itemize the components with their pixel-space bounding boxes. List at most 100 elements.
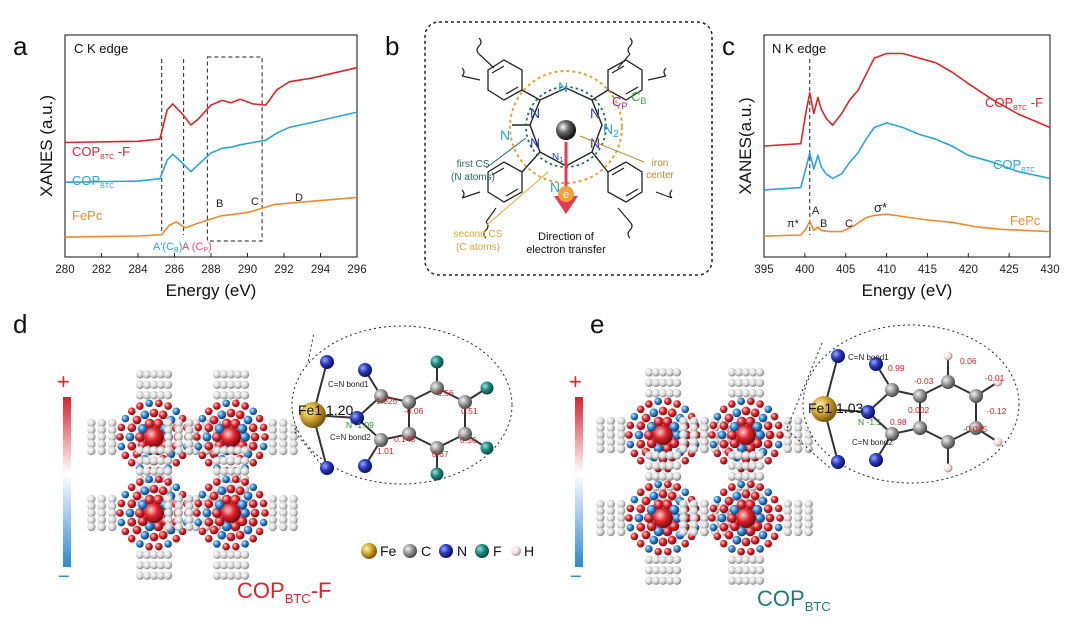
arm-atom — [233, 391, 243, 400]
ring-atom — [255, 527, 264, 536]
arm-atom — [185, 515, 194, 525]
ring-atom — [664, 480, 672, 489]
ring-atom — [646, 438, 657, 449]
ring-atom — [214, 516, 225, 527]
ring-atom — [261, 433, 269, 441]
arm-atom — [226, 370, 236, 379]
annotation-sigma: σ* — [874, 200, 887, 215]
ring-atom — [626, 440, 635, 449]
panel-c: c N K edge 395 400 405 410 415 420 425 430 Ener… — [722, 31, 1060, 300]
arm-atom — [727, 555, 737, 564]
arm-atom — [748, 566, 758, 575]
ring-atom — [209, 415, 219, 425]
annotation-a: A (CP) — [182, 241, 212, 254]
ring-atom — [217, 530, 227, 540]
n-label-west: N — [500, 127, 510, 143]
arm-atom — [617, 423, 626, 433]
ring-atom — [763, 439, 773, 449]
arm-atom — [596, 520, 605, 530]
arm-atom — [142, 550, 152, 559]
arm-atom — [748, 378, 758, 387]
arm-atom — [185, 418, 194, 428]
ring-atom — [121, 527, 130, 536]
ring-atom — [204, 423, 214, 433]
charge-d-7: 0.56 — [460, 435, 477, 445]
ring-atom — [763, 522, 773, 532]
center-atom — [653, 508, 673, 528]
arm-atom — [233, 561, 243, 570]
bond1-label-e: C=N bond1 — [848, 353, 889, 362]
ring-atom — [636, 504, 646, 514]
ring-atom — [127, 423, 137, 433]
arm-atom — [679, 437, 688, 447]
series-label-cop: COPBTC — [72, 173, 114, 190]
arm-atom — [606, 430, 615, 440]
arm-atom — [804, 506, 813, 516]
ring-atom — [764, 456, 773, 465]
arm-atom — [289, 432, 298, 442]
ring-atom — [198, 490, 207, 499]
arm-atom — [135, 456, 145, 465]
ring-atom — [636, 539, 645, 548]
arm-atom — [672, 378, 682, 387]
zoom-f-atom — [430, 467, 444, 481]
ring-atom — [727, 430, 737, 440]
arm-atom — [606, 444, 615, 454]
ring-atom — [140, 530, 150, 540]
ring-atom — [667, 491, 677, 501]
electron-icon — [558, 186, 574, 202]
ring-atom — [116, 509, 124, 517]
arm-atom — [142, 571, 152, 580]
series-label-cop-c: COPBTC — [993, 157, 1035, 174]
zoom-structure-d — [300, 355, 494, 481]
arm-atom — [156, 561, 166, 570]
legend-n: N — [457, 543, 467, 559]
edge-label-c: N K edge — [772, 41, 826, 56]
x-tick-label: 286 — [165, 264, 184, 276]
ring-atom — [259, 499, 268, 508]
center-atom — [736, 425, 756, 445]
ring-atom — [747, 547, 755, 556]
zoom-c-atom — [885, 427, 899, 441]
ring-atom — [728, 545, 736, 553]
ring-atom — [752, 438, 763, 449]
ring-atom — [261, 509, 269, 517]
ring-atom — [729, 438, 740, 449]
ring-atom — [737, 397, 745, 406]
ring-atom — [135, 432, 145, 442]
ring-atom — [752, 504, 763, 515]
ring-atom — [125, 432, 135, 442]
x-tick-label: 425 — [1000, 264, 1019, 276]
ring-atom — [209, 491, 219, 501]
ring-atom — [672, 513, 682, 523]
ring-atom — [249, 458, 258, 467]
arm-atom — [233, 380, 243, 389]
porphyrin-unit-d-4 — [164, 446, 298, 580]
ring-atom — [626, 504, 635, 513]
zoom-h-atom — [943, 351, 953, 361]
arm-atom — [279, 425, 288, 435]
ring-atom — [708, 431, 716, 439]
ring-atom — [212, 432, 222, 442]
arm-atom — [734, 555, 744, 564]
n-label-nw: N — [530, 105, 540, 121]
arm-atom — [279, 418, 288, 428]
arm-atom — [727, 566, 737, 575]
arm-atom — [734, 389, 744, 398]
arm-atom — [596, 430, 605, 440]
n-charge-e: N -1.1 — [858, 417, 881, 427]
arm-atom — [651, 378, 661, 387]
ring-atom — [755, 430, 765, 440]
arm-atom — [156, 380, 166, 389]
ring-atom — [214, 423, 225, 434]
ring-atom — [774, 440, 783, 449]
ring-atom — [750, 491, 760, 501]
arm-atom — [689, 527, 698, 537]
charge-d-5: 1.01 — [377, 446, 394, 456]
arm-atom — [783, 506, 792, 516]
ring-atom — [662, 443, 673, 454]
arm-atom — [163, 467, 173, 476]
charge-e-2: 0.06 — [960, 356, 977, 366]
charge-d-2: 0.56 — [437, 388, 454, 398]
arm-atom — [108, 446, 117, 456]
